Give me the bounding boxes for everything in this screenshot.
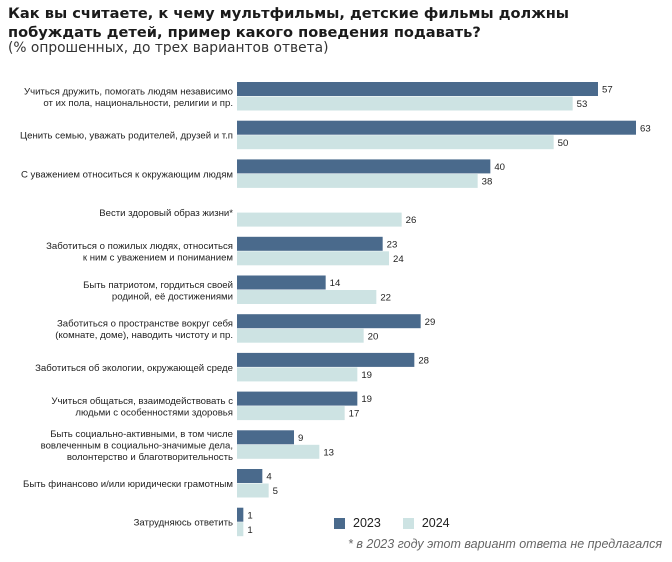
bar-2024 bbox=[237, 406, 345, 421]
bar-2023 bbox=[237, 236, 383, 251]
category-label: Учиться общаться, взаимодействовать с bbox=[51, 396, 233, 407]
data-label-2024: 5 bbox=[273, 486, 278, 497]
data-label-2024: 17 bbox=[349, 409, 360, 420]
data-label-2024: 19 bbox=[361, 370, 372, 381]
category-label: к ним с уважением и пониманием bbox=[83, 253, 233, 264]
category-label: волонтерство и благотворительность bbox=[67, 452, 233, 463]
bar-2024 bbox=[237, 290, 377, 304]
legend-item-2023: 2023 bbox=[334, 516, 381, 530]
bar-2023 bbox=[237, 275, 326, 290]
category-label: Быть социально-активными, в том числе bbox=[50, 429, 233, 440]
category-label: от их пола, национальности, религии и пр… bbox=[43, 98, 233, 109]
category-label: (комнате, доме), наводить чистоту и пр. bbox=[55, 330, 233, 341]
data-label-2024: 13 bbox=[323, 447, 334, 458]
data-label-2024: 53 bbox=[577, 99, 588, 110]
data-label-2024: 20 bbox=[368, 331, 379, 342]
category-label: людьми с особенностями здоровья bbox=[75, 407, 233, 418]
bar-2024 bbox=[237, 96, 573, 111]
legend-label-2023: 2023 bbox=[353, 516, 381, 530]
bar-2024 bbox=[237, 483, 269, 498]
category-label: Заботиться о пространстве вокруг себя bbox=[57, 318, 233, 329]
category-label: Заботиться о пожилых людях, относиться bbox=[46, 241, 233, 252]
bar-2024 bbox=[237, 212, 402, 227]
data-label-2024: 22 bbox=[380, 293, 391, 304]
data-label-2023: 63 bbox=[640, 123, 651, 134]
category-label: Учиться дружить, помогать людям независи… bbox=[24, 86, 233, 97]
bar-2024 bbox=[237, 173, 478, 188]
data-label-2023: 14 bbox=[330, 278, 341, 289]
legend-swatch-2023 bbox=[334, 517, 345, 529]
legend-item-2024: 2024 bbox=[402, 516, 450, 530]
bar-2023 bbox=[237, 159, 491, 174]
category-label: Быть финансово и/или юридически грамотны… bbox=[23, 479, 233, 490]
bar-2023 bbox=[237, 507, 244, 522]
bar-2024 bbox=[237, 328, 364, 343]
data-label-2023: 19 bbox=[361, 394, 372, 405]
category-label: Затрудняюсь ответить bbox=[134, 518, 233, 529]
data-label-2023: 1 bbox=[247, 510, 252, 521]
footnote: * в 2023 году этот вариант ответа не пре… bbox=[348, 537, 662, 551]
legend-swatch-2024 bbox=[402, 517, 414, 529]
data-label-2023: 28 bbox=[418, 355, 429, 366]
data-label-2023: 23 bbox=[387, 239, 398, 250]
category-label: вовлеченным в социально-значимые дела, bbox=[41, 440, 233, 451]
bar-2023 bbox=[237, 430, 294, 445]
category-label: Заботиться об экологии, окружающей среде bbox=[35, 363, 233, 374]
bar-2024 bbox=[237, 367, 358, 382]
category-label: С уважением относиться к окружающим людя… bbox=[21, 169, 233, 180]
bar-2023 bbox=[237, 120, 636, 135]
data-label-2024: 24 bbox=[393, 254, 404, 265]
bar-2023 bbox=[237, 469, 263, 483]
data-label-2023: 40 bbox=[494, 162, 505, 173]
category-label: Ценить семью, уважать родителей, друзей … bbox=[20, 131, 233, 142]
data-label-2023: 4 bbox=[266, 472, 272, 483]
data-label-2024: 38 bbox=[482, 176, 493, 187]
category-label: Быть патриотом, гордиться своей bbox=[83, 280, 233, 291]
bar-2024 bbox=[237, 444, 320, 459]
data-label-2024: 26 bbox=[406, 215, 417, 226]
category-label: Вести здоровый образ жизни* bbox=[99, 208, 233, 219]
bar-2024 bbox=[237, 522, 244, 537]
bar-2024 bbox=[237, 251, 389, 266]
data-label-2023: 29 bbox=[425, 317, 436, 328]
category-label: родиной, её достижениями bbox=[112, 291, 233, 302]
legend-label-2024: 2024 bbox=[421, 516, 450, 530]
bar-2023 bbox=[237, 352, 415, 367]
bar-2023 bbox=[237, 314, 421, 329]
legend: 2023 2024 bbox=[334, 516, 472, 530]
data-label-2023: 57 bbox=[602, 85, 613, 96]
data-label-2024: 50 bbox=[558, 138, 569, 149]
chart-subtitle: (% опрошенных, до трех вариантов ответа) bbox=[8, 40, 329, 56]
data-label-2023: 9 bbox=[298, 433, 303, 444]
bar-2023 bbox=[237, 82, 598, 96]
data-label-2024: 1 bbox=[247, 525, 252, 536]
bar-2024 bbox=[237, 135, 554, 150]
chart-title: Как вы считаете, к чему мультфильмы, дет… bbox=[8, 5, 570, 41]
bar-2023 bbox=[237, 391, 358, 406]
